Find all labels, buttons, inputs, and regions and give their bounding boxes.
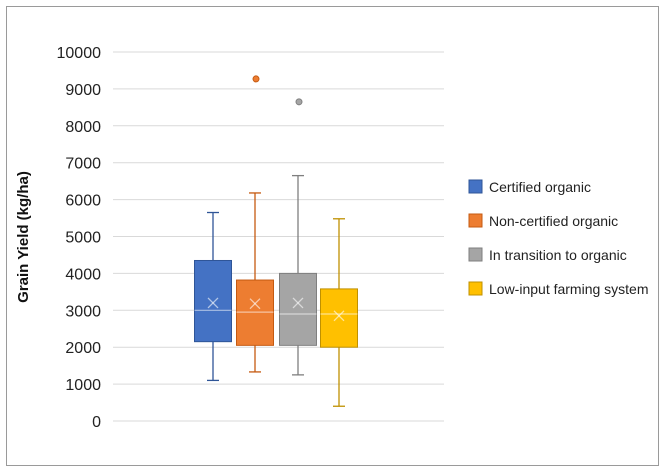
- mean-marker: [249, 298, 261, 310]
- outlier-point: [252, 75, 260, 83]
- legend-swatch: [468, 247, 483, 262]
- legend-label: Certified organic: [489, 179, 591, 195]
- legend-label: In transition to organic: [489, 247, 627, 263]
- legend: Certified organic Non-certified organic In…: [468, 179, 649, 297]
- legend-label: Low-input farming system: [489, 281, 649, 297]
- legend-swatch: [468, 179, 483, 194]
- y-tick-label: 2000: [65, 340, 101, 357]
- y-tick-label: 1000: [65, 377, 101, 394]
- legend-swatch: [468, 281, 483, 296]
- y-tick-label: 9000: [65, 82, 101, 99]
- mean-marker: [333, 310, 345, 322]
- y-tick-label: 3000: [65, 303, 101, 320]
- box-body: [194, 259, 232, 343]
- chart-frame: 0 1000 2000 3000 4000 5000 6000 7000 8000 9000 100…: [6, 6, 659, 466]
- legend-label: Non-certified organic: [489, 213, 618, 229]
- mean-marker: [292, 297, 304, 309]
- box-4: [320, 218, 358, 407]
- y-tick-label: 7000: [65, 156, 101, 173]
- box-plot-chart: 0 1000 2000 3000 4000 5000 6000 7000 8000 9000 100…: [15, 45, 649, 431]
- y-tick-label: 8000: [65, 119, 101, 136]
- y-axis-label: Grain Yield (kg/ha): [15, 171, 32, 303]
- box-series: [194, 75, 358, 407]
- y-tick-label: 4000: [65, 266, 101, 283]
- mean-marker: [207, 297, 219, 309]
- y-tick-label: 5000: [65, 230, 101, 247]
- legend-swatch: [468, 213, 483, 228]
- y-tick-label: 0: [92, 414, 101, 431]
- box-body: [320, 288, 358, 348]
- outlier-point: [295, 98, 303, 106]
- box-1: [194, 211, 232, 382]
- y-tick-label: 10000: [57, 45, 102, 62]
- box-body: [279, 272, 317, 346]
- y-axis-ticks: 0 1000 2000 3000 4000 5000 6000 7000 8000 9000 100…: [57, 45, 102, 431]
- gridlines: [113, 51, 444, 422]
- y-tick-label: 6000: [65, 193, 101, 210]
- box-3: [279, 98, 317, 376]
- box-2: [236, 75, 274, 373]
